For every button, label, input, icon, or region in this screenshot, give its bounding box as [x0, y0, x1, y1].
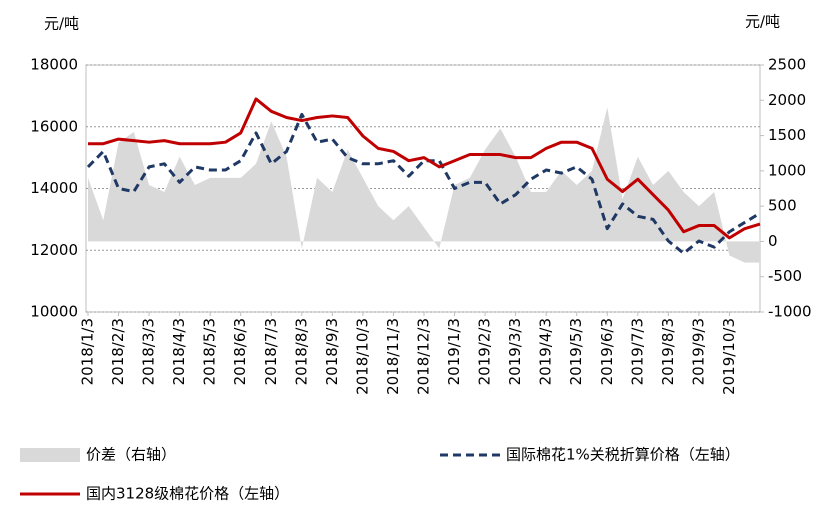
- y2-tick-label: 1500: [768, 126, 806, 144]
- y2-tick-label: 2500: [768, 56, 806, 74]
- x-tick-label: 2019/2/3: [476, 318, 494, 385]
- spread-area: [88, 107, 760, 263]
- y2-tick-label: 500: [768, 197, 797, 215]
- legend-label: 国际棉花1%关税折算价格（左轴）: [506, 446, 740, 464]
- series-line: [88, 97, 761, 240]
- y2-tick-label: -1000: [768, 303, 812, 321]
- legend-swatch: [20, 448, 80, 462]
- x-tick-label: 2018/12/3: [415, 318, 433, 395]
- x-tick-label: 2019/9/3: [689, 318, 707, 385]
- y2-tick-label: 0: [768, 232, 778, 250]
- x-tick-label: 2018/8/3: [292, 318, 310, 385]
- y2-tick-label: -500: [768, 267, 802, 285]
- legend-label: 价差（右轴）: [86, 446, 176, 464]
- x-tick-label: 2019/4/3: [537, 318, 555, 385]
- y2-axis-label: 元/吨: [745, 13, 780, 31]
- y2-tick-label: 2000: [768, 91, 806, 109]
- x-tick-label: 2018/1/3: [79, 318, 97, 385]
- x-tick-label: 2018/9/3: [323, 318, 341, 385]
- x-tick-label: 2019/8/3: [659, 318, 677, 385]
- x-tick-label: 2019/1/3: [445, 318, 463, 385]
- x-tick-label: 2019/3/3: [506, 318, 524, 385]
- x-tick-label: 2018/6/3: [231, 318, 249, 385]
- y-tick-label: 18000: [30, 56, 78, 74]
- x-tick-label: 2018/10/3: [353, 318, 371, 395]
- x-tick-label: 2018/4/3: [170, 318, 188, 385]
- y-tick-label: 14000: [30, 179, 78, 197]
- y-axis-label: 元/吨: [44, 15, 79, 33]
- y2-tick-label: 1000: [768, 161, 806, 179]
- x-tick-label: 2019/10/3: [720, 318, 738, 395]
- x-tick-label: 2018/3/3: [140, 318, 158, 385]
- y-tick-label: 16000: [30, 117, 78, 135]
- y-tick-label: 10000: [30, 303, 78, 321]
- legend-label: 国内3128级棉花价格（左轴）: [86, 485, 289, 503]
- x-tick-label: 2018/2/3: [109, 318, 127, 385]
- y-tick-label: 12000: [30, 241, 78, 259]
- x-tick-label: 2019/5/3: [567, 318, 585, 385]
- x-tick-label: 2018/11/3: [384, 318, 402, 395]
- x-tick-label: 2018/5/3: [201, 318, 219, 385]
- x-tick-label: 2019/6/3: [598, 318, 616, 385]
- x-tick-label: 2019/7/3: [628, 318, 646, 385]
- x-tick-label: 2018/7/3: [262, 318, 280, 385]
- series-line: [86, 112, 761, 255]
